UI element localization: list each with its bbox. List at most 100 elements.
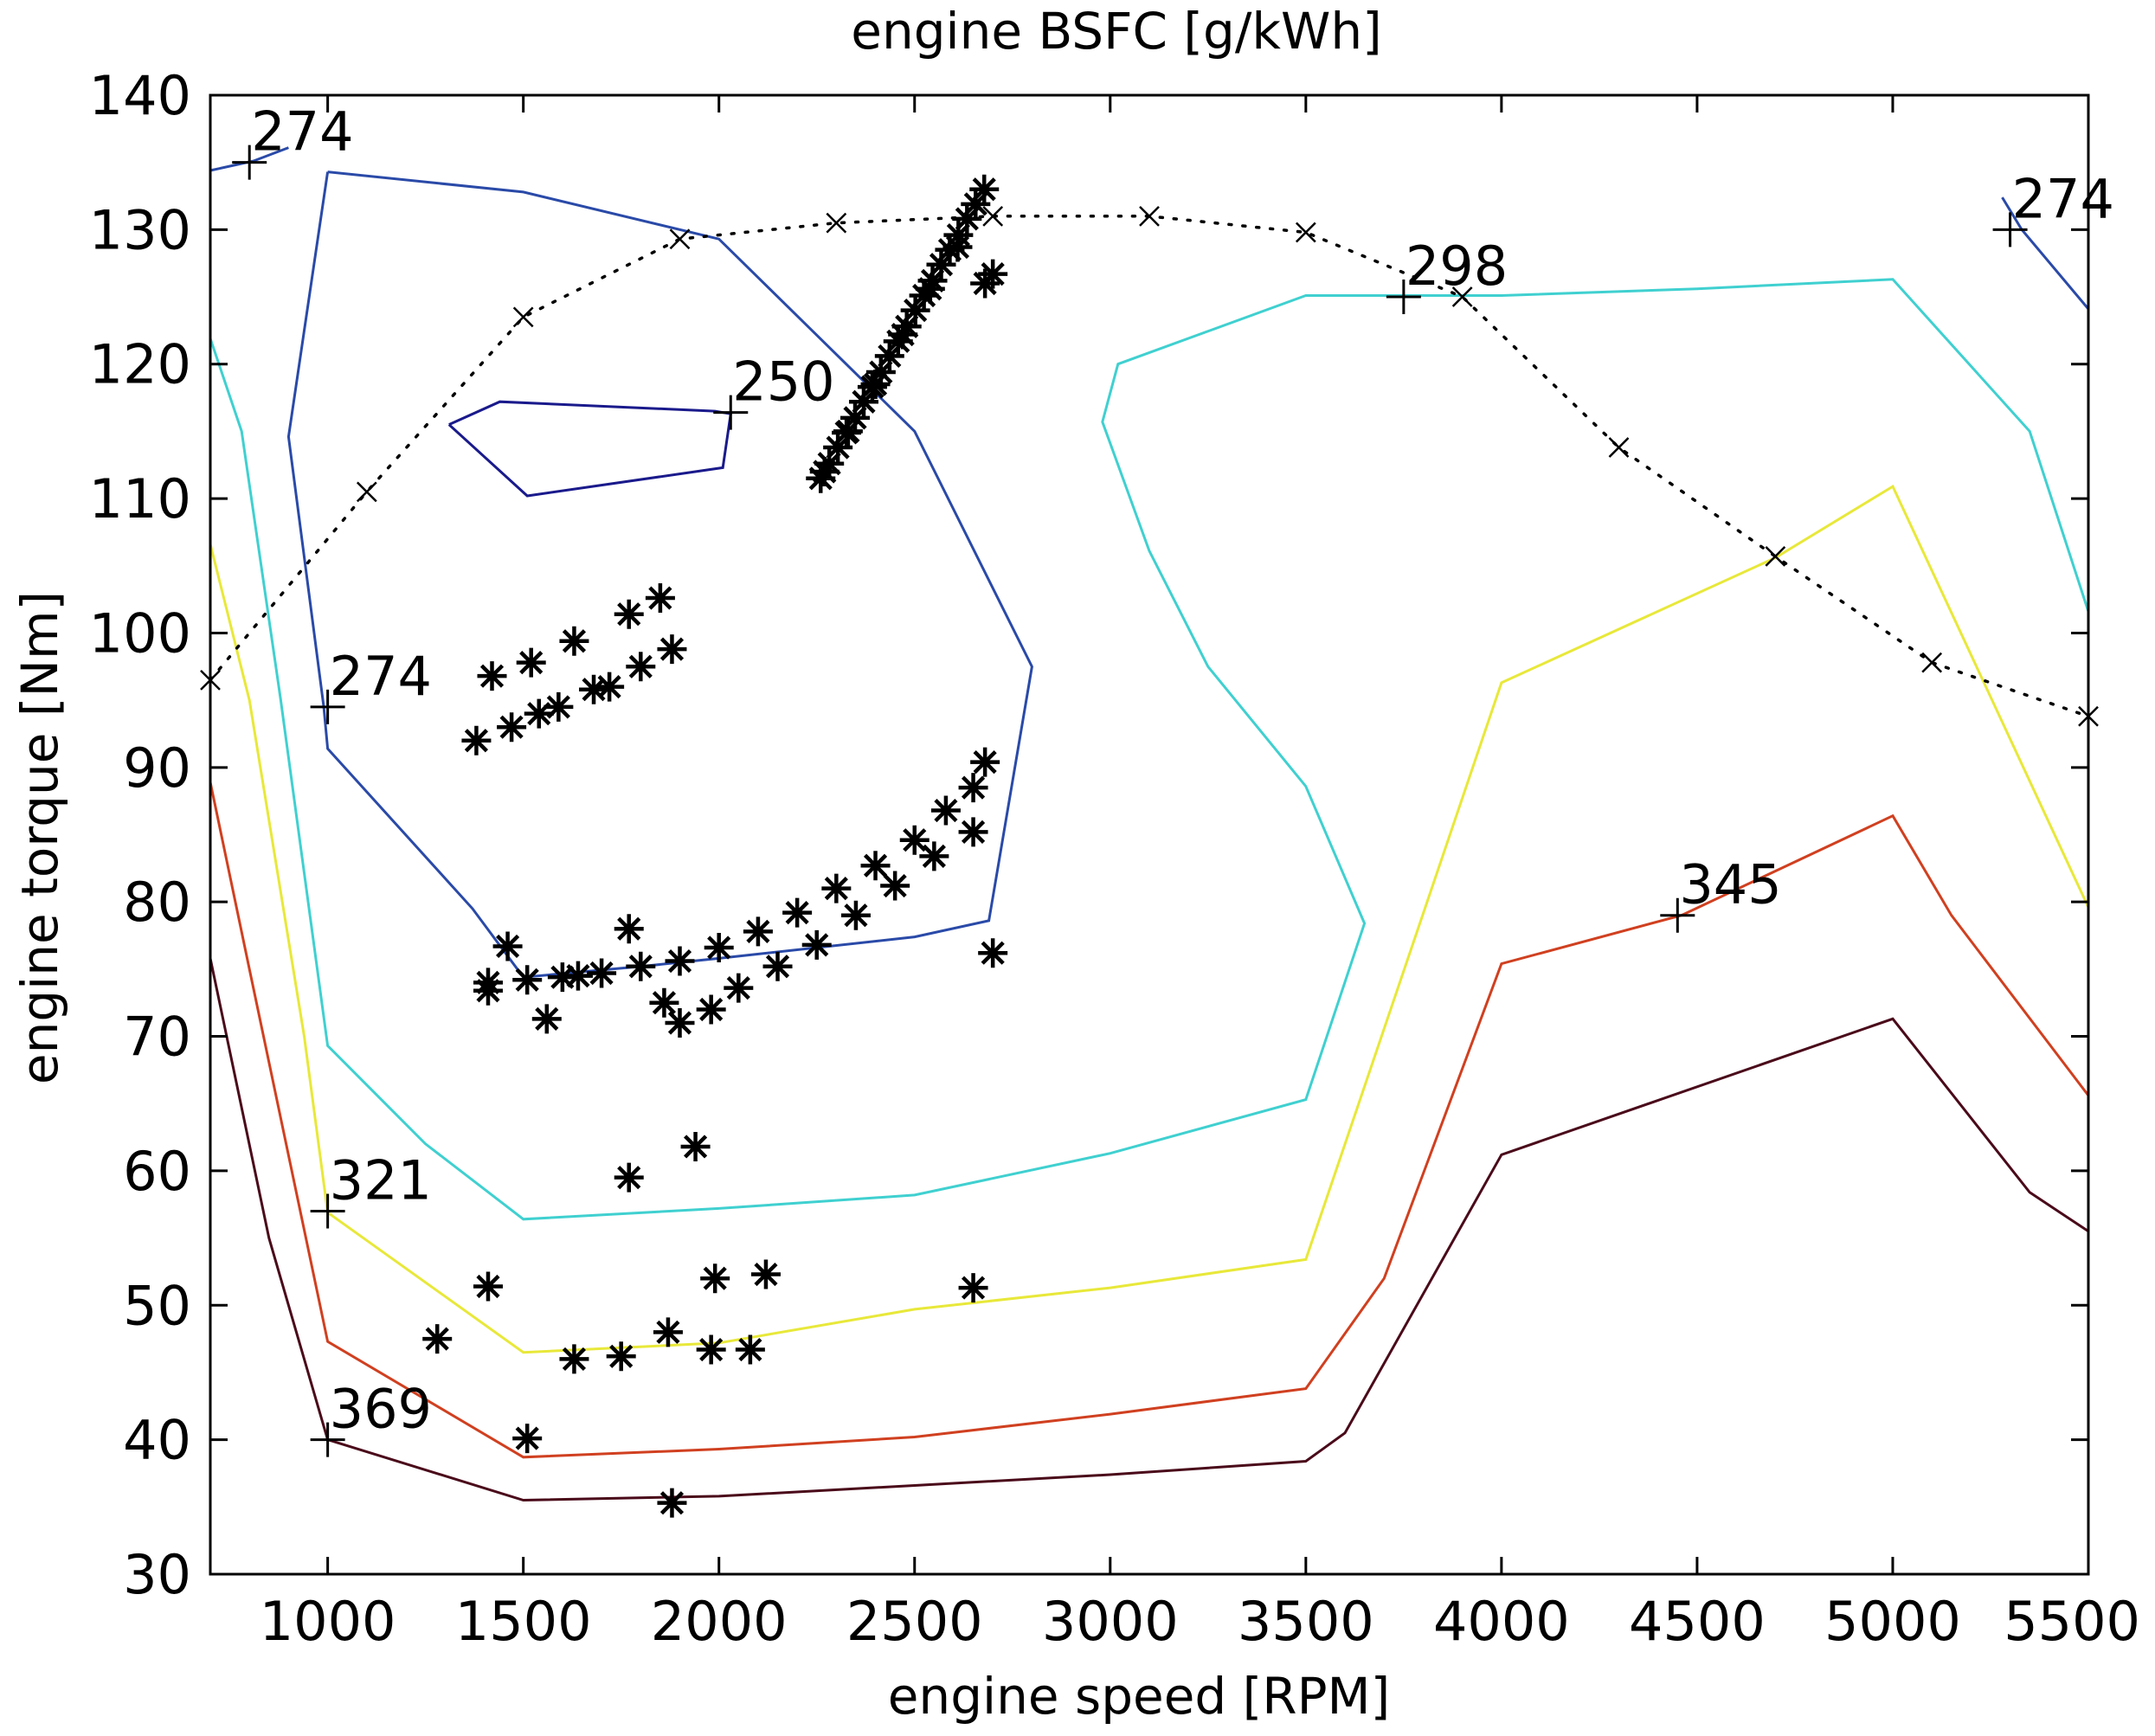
wot-marker xyxy=(1921,652,1943,673)
contour-label-321: 321 xyxy=(330,1149,432,1212)
operating-point xyxy=(614,599,644,629)
operating-point xyxy=(595,672,625,702)
operating-point xyxy=(461,725,492,755)
wot-marker xyxy=(356,481,377,503)
operating-point xyxy=(473,1271,503,1302)
operating-point xyxy=(888,319,918,350)
operating-point xyxy=(704,933,734,963)
operating-point xyxy=(750,1259,781,1289)
operating-point xyxy=(919,841,949,871)
contour-label-marker xyxy=(1386,280,1421,315)
wot-marker xyxy=(826,212,847,234)
x-tick-label: 5000 xyxy=(1824,1590,1961,1653)
operating-point xyxy=(961,189,991,219)
contour-labels: 274 274 250 274 298 321 345 369 xyxy=(232,100,2114,1457)
operating-point xyxy=(840,900,871,930)
contour-label-274: 274 xyxy=(2012,167,2114,230)
operating-point xyxy=(473,975,503,1006)
x-tick-label: 2000 xyxy=(651,1590,788,1653)
operating-point xyxy=(917,266,948,296)
operating-point xyxy=(477,661,507,691)
contour-lines xyxy=(209,146,2090,1502)
operating-point xyxy=(645,583,675,614)
operating-point xyxy=(544,691,574,722)
operating-point xyxy=(978,938,1008,968)
operating-point xyxy=(814,448,845,479)
operating-point xyxy=(497,712,527,743)
x-tick-label: 3000 xyxy=(1042,1590,1179,1653)
contour-label-marker xyxy=(1660,897,1695,933)
operating-point xyxy=(935,235,965,265)
operating-point xyxy=(880,871,910,901)
operating-point xyxy=(860,851,891,881)
contour-label-369: 369 xyxy=(330,1378,432,1441)
x-axis-label: engine speed [RPM] xyxy=(888,1667,1390,1726)
operating-point xyxy=(587,958,617,988)
operating-point xyxy=(958,773,988,803)
operating-point xyxy=(891,312,922,342)
wot-marker xyxy=(1139,205,1160,227)
y-tick-label: 120 xyxy=(89,333,191,396)
wot-marker xyxy=(1608,437,1630,458)
x-tick-label: 4000 xyxy=(1433,1590,1570,1653)
x-tick-label: 1000 xyxy=(260,1590,396,1653)
operating-point xyxy=(958,1273,988,1303)
operating-point xyxy=(806,463,836,493)
operating-point xyxy=(665,946,695,976)
wot-marker xyxy=(1295,222,1316,243)
operating-point xyxy=(512,1424,543,1454)
operating-point xyxy=(840,402,871,433)
operating-point xyxy=(547,962,577,993)
operating-point xyxy=(531,1004,562,1034)
contour-label-marker xyxy=(1992,212,2028,248)
contour-274-segment-0 xyxy=(209,146,289,172)
operating-point xyxy=(915,273,945,304)
operating-point xyxy=(680,1131,711,1161)
wot-line xyxy=(209,215,2090,718)
operating-point xyxy=(653,1317,683,1347)
y-tick-label: 70 xyxy=(123,1006,191,1069)
operating-point xyxy=(823,433,853,463)
operating-point xyxy=(874,341,904,371)
contour-298-segment-0 xyxy=(209,278,2090,1221)
contour-345-segment-0 xyxy=(209,781,2090,1459)
contour-label-marker xyxy=(713,395,749,430)
y-tick-label: 60 xyxy=(123,1140,191,1203)
operating-point xyxy=(614,1162,644,1193)
wot-curve xyxy=(200,205,2099,727)
operating-points xyxy=(422,174,1008,1518)
operating-point xyxy=(700,1263,730,1294)
operating-point xyxy=(952,203,982,234)
contour-250-segment-0 xyxy=(447,400,732,498)
contour-label-274: 274 xyxy=(330,645,432,708)
y-tick-label: 40 xyxy=(123,1409,191,1472)
contour-label-marker xyxy=(232,145,267,180)
contour-label-298: 298 xyxy=(1406,235,1508,298)
x-tick-label: 5500 xyxy=(2004,1590,2140,1653)
operating-point xyxy=(579,674,609,704)
plot-frame xyxy=(209,93,2090,1576)
operating-point xyxy=(524,698,554,729)
x-tick-label: 1500 xyxy=(455,1590,592,1653)
contour-label-marker xyxy=(310,1422,345,1457)
operating-point xyxy=(563,961,593,991)
operating-point xyxy=(900,295,930,325)
operating-point xyxy=(559,1344,589,1374)
wot-marker xyxy=(512,306,534,328)
x-tick-label: 4500 xyxy=(1629,1590,1766,1653)
operating-point xyxy=(969,174,1000,204)
axes: 1000 1500 2000 2500 3000 3500 4000 4500 5000 5500… xyxy=(89,64,2140,1653)
operating-point xyxy=(735,1334,765,1365)
y-tick-label: 100 xyxy=(89,601,191,665)
operating-point xyxy=(809,457,839,487)
operating-point xyxy=(743,916,773,947)
operating-point xyxy=(665,1008,695,1038)
wot-marker xyxy=(1765,546,1786,567)
wot-marker xyxy=(669,228,691,250)
x-tick-label: 2500 xyxy=(846,1590,983,1653)
operating-point xyxy=(559,626,589,656)
operating-point xyxy=(970,747,1000,777)
operating-point xyxy=(926,249,956,280)
operating-point xyxy=(657,1488,687,1518)
